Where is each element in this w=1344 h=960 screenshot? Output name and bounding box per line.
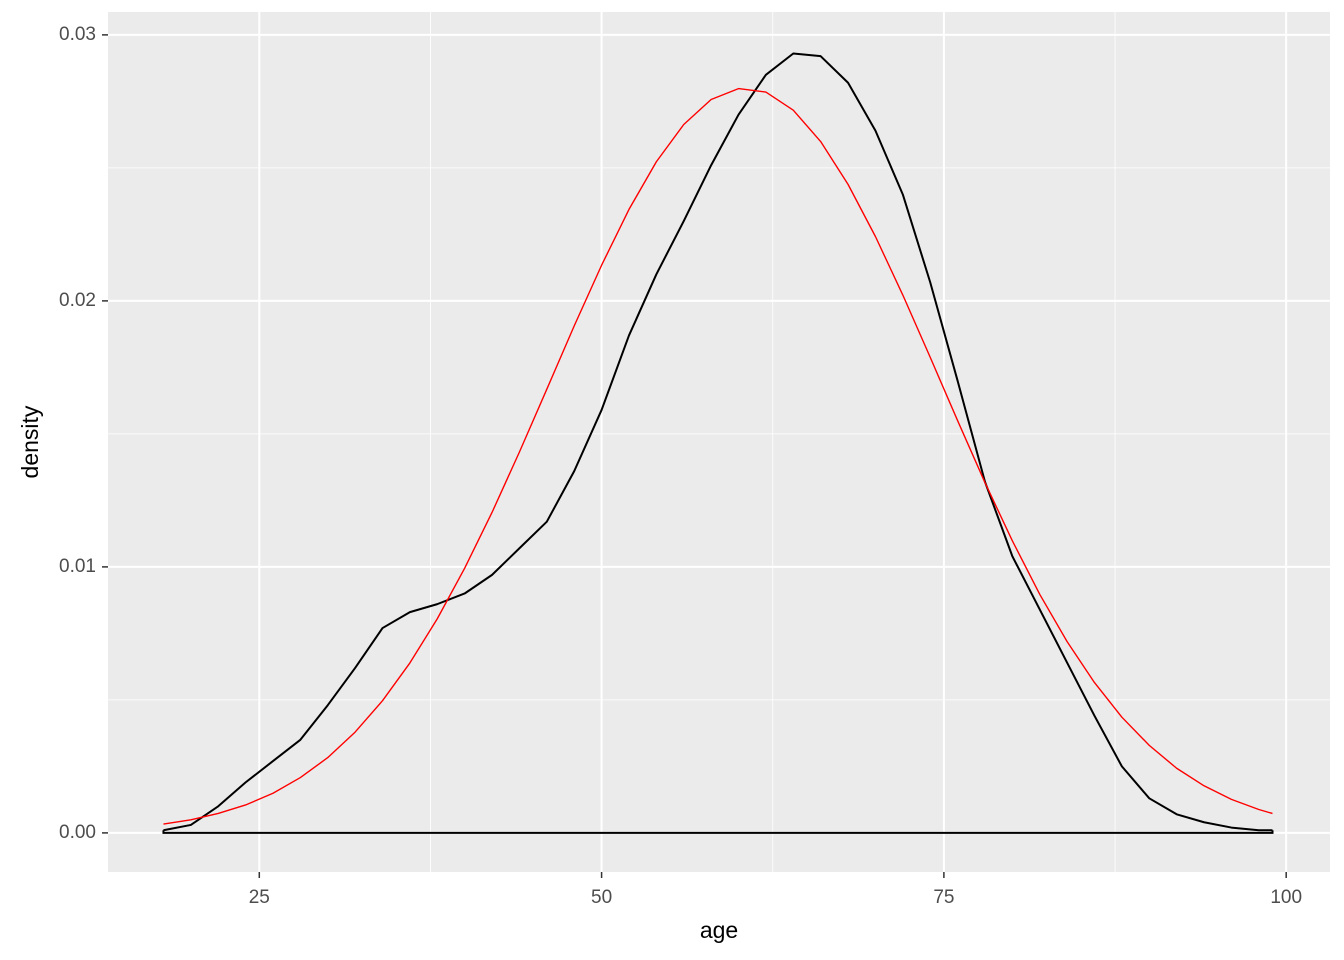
y-tick-label: 0.01 [59,556,96,577]
y-axis-title: density [17,405,43,478]
density-curve [163,52,1273,832]
x-tick-label: 100 [1270,887,1302,908]
panel [108,12,1330,872]
x-tick-label: 75 [933,887,954,908]
density-baseline [162,830,1274,834]
x-tick-label: 50 [591,887,612,908]
y-tick-label: 0.03 [59,24,96,45]
density-curve [163,87,1273,825]
x-axis-title: age [700,917,738,943]
y-tick-label: 0.02 [59,290,96,311]
x-tick-label: 25 [249,887,270,908]
y-tick-label: 0.00 [59,822,96,843]
